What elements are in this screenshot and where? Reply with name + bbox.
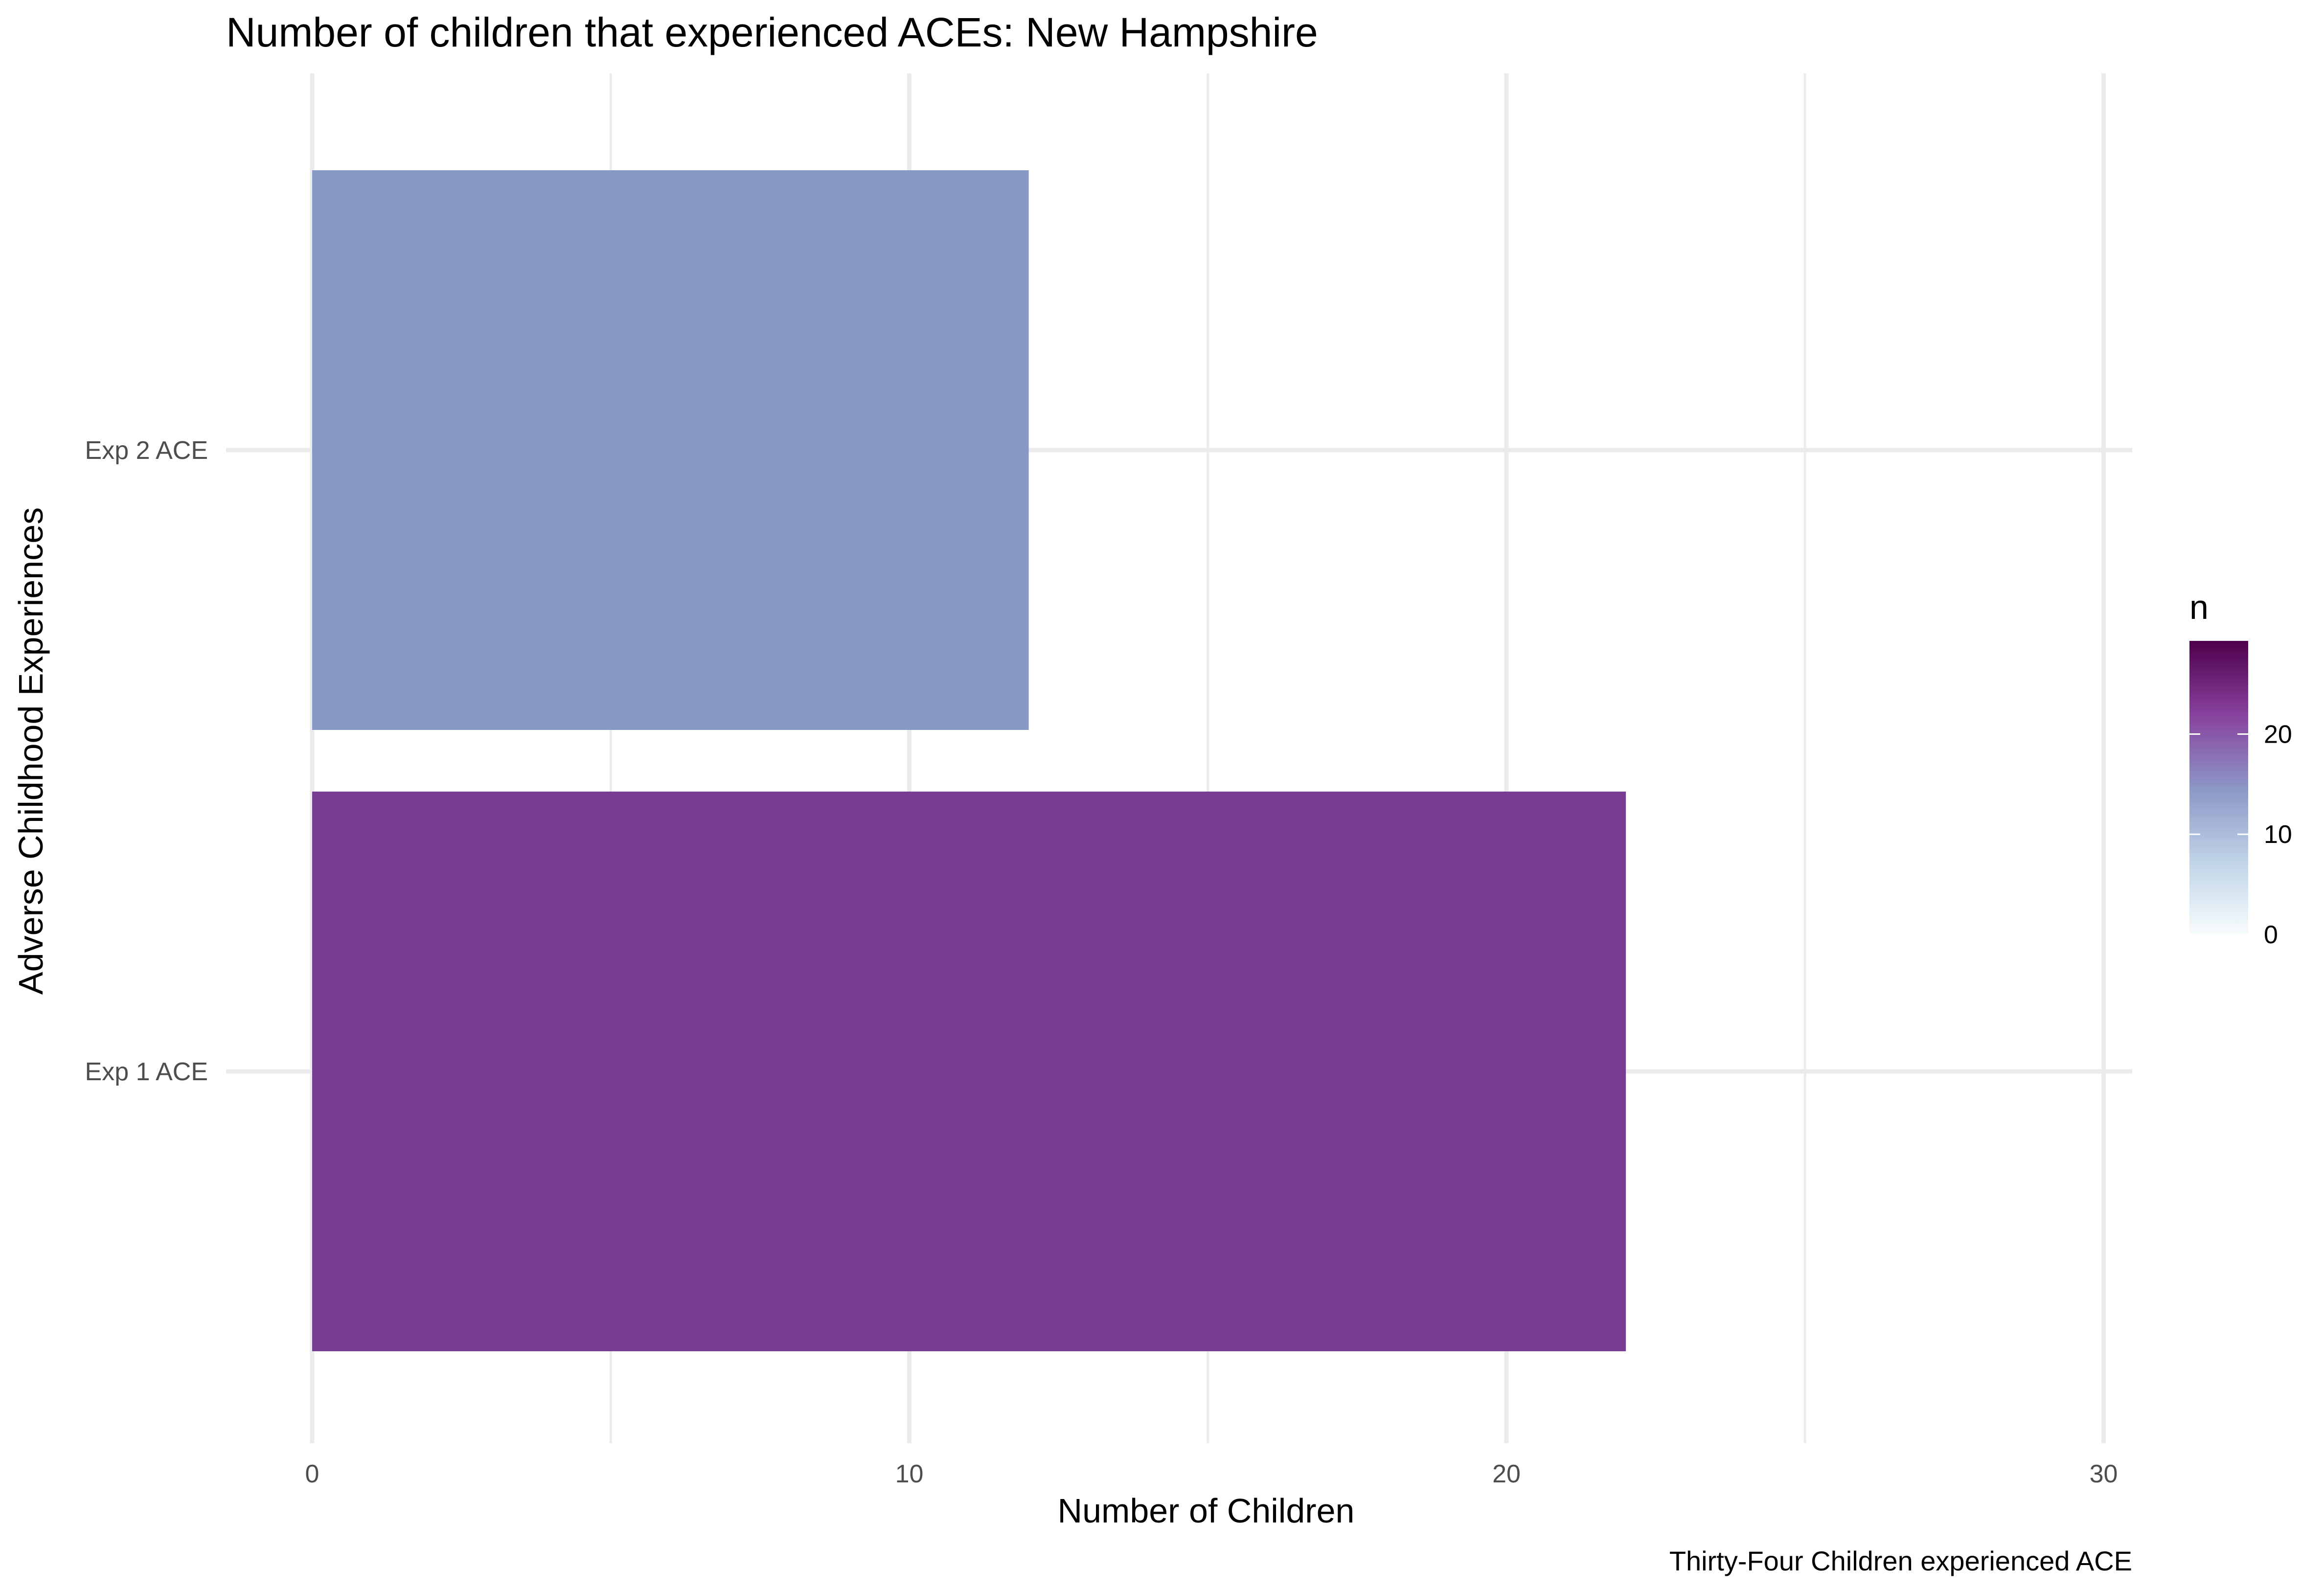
x-axis-title: Number of Children [1058,1492,1355,1530]
y-tick-label: Exp 1 ACE [85,1058,208,1086]
x-tick-label: 20 [1492,1460,1521,1488]
x-tick-label: 10 [895,1460,924,1488]
chart-caption: Thirty-Four Children experienced ACE [1669,1545,2132,1576]
bars [312,170,1626,1351]
x-tick-label: 0 [305,1460,319,1488]
legend-ticks: 0 10 20 [2189,720,2292,949]
y-tick-label: Exp 2 ACE [85,436,208,465]
chart-title: Number of children that experienced ACEs… [226,9,1318,55]
legend-tick-label: 20 [2264,720,2292,749]
bar-exp-1-ace [312,792,1626,1351]
color-legend: n 0 10 20 [2189,588,2292,949]
legend-colorbar [2189,641,2248,934]
x-tick-label: 30 [2090,1460,2118,1488]
axis-ticks: 0 10 20 30 Exp 1 ACE Exp 2 ACE [85,436,2118,1488]
y-axis-title: Adverse Childhood Experiences [12,507,50,995]
legend-tick-label: 10 [2264,820,2292,849]
legend-title: n [2189,588,2209,626]
legend-tick-label: 0 [2264,921,2278,949]
bar-exp-2-ace [312,170,1029,730]
